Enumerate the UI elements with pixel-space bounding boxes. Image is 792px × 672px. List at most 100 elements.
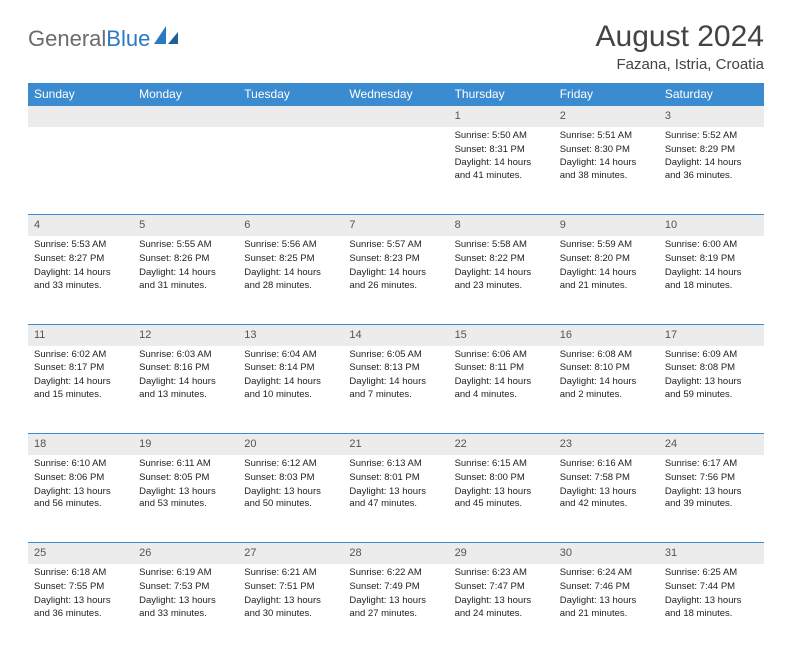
sunrise-text: Sunrise: 6:25 AM xyxy=(665,567,758,580)
sunrise-text: Sunrise: 6:00 AM xyxy=(665,239,758,252)
day-detail-cell: Sunrise: 5:50 AMSunset: 8:31 PMDaylight:… xyxy=(449,127,554,215)
daylight-text: Daylight: 13 hours and 47 minutes. xyxy=(349,486,442,512)
day-number-cell: 9 xyxy=(554,215,659,236)
location-label: Fazana, Istria, Croatia xyxy=(596,56,764,73)
daylight-text: Daylight: 13 hours and 21 minutes. xyxy=(560,595,653,621)
day-detail-cell: Sunrise: 6:02 AMSunset: 8:17 PMDaylight:… xyxy=(28,346,133,434)
sunset-text: Sunset: 8:20 PM xyxy=(560,253,653,266)
day-detail-row: Sunrise: 5:53 AMSunset: 8:27 PM Daylight:… xyxy=(28,236,764,324)
day-number-cell: 17 xyxy=(659,324,764,345)
day-detail-cell: Sunrise: 6:25 AMSunset: 7:44 PMDaylight:… xyxy=(659,564,764,652)
sunset-text: Sunset: 8:16 PM xyxy=(139,362,232,375)
day-detail-cell: Sunrise: 6:13 AMSunset: 8:01 PMDaylight:… xyxy=(343,455,448,543)
day-number-cell: 24 xyxy=(659,434,764,455)
daylight-text: Daylight: 13 hours and 59 minutes. xyxy=(665,376,758,402)
sunrise-text: Sunrise: 6:06 AM xyxy=(455,349,548,362)
day-detail-cell: Sunrise: 6:05 AMSunset: 8:13 PMDaylight:… xyxy=(343,346,448,434)
day-number-cell: 5 xyxy=(133,215,238,236)
daynum-row: 11121314151617 xyxy=(28,324,764,345)
day-detail-cell: Sunrise: 5:52 AMSunset: 8:29 PMDaylight:… xyxy=(659,127,764,215)
sunrise-text: Sunrise: 6:04 AM xyxy=(244,349,337,362)
day-number-cell: 21 xyxy=(343,434,448,455)
sunrise-text: Sunrise: 6:17 AM xyxy=(665,458,758,471)
day-detail-cell: Sunrise: 6:22 AMSunset: 7:49 PMDaylight:… xyxy=(343,564,448,652)
sunset-text: Sunset: 8:17 PM xyxy=(34,362,127,375)
sunset-text: Sunset: 8:11 PM xyxy=(455,362,548,375)
calendar-grid: Sunday Monday Tuesday Wednesday Thursday… xyxy=(28,83,764,652)
day-detail-cell: Sunrise: 5:59 AMSunset: 8:20 PMDaylight:… xyxy=(554,236,659,324)
day-number-cell xyxy=(28,106,133,127)
sunrise-text: Sunrise: 6:24 AM xyxy=(560,567,653,580)
sunrise-text: Sunrise: 5:53 AM xyxy=(34,239,127,252)
sunset-text: Sunset: 8:29 PM xyxy=(665,144,758,157)
day-detail-cell: Sunrise: 6:12 AMSunset: 8:03 PMDaylight:… xyxy=(238,455,343,543)
day-number-cell: 11 xyxy=(28,324,133,345)
weekday-header: Thursday xyxy=(449,83,554,106)
day-number-cell: 20 xyxy=(238,434,343,455)
day-detail-cell: Sunrise: 6:16 AMSunset: 7:58 PMDaylight:… xyxy=(554,455,659,543)
daylight-text: Daylight: 13 hours and 27 minutes. xyxy=(349,595,442,621)
day-detail-cell: Sunrise: 6:21 AMSunset: 7:51 PMDaylight:… xyxy=(238,564,343,652)
daylight-text: Daylight: 14 hours and 13 minutes. xyxy=(139,376,232,402)
sunset-text: Sunset: 8:08 PM xyxy=(665,362,758,375)
daylight-text: Daylight: 14 hours and 10 minutes. xyxy=(244,376,337,402)
calendar-body: 123Sunrise: 5:50 AMSunset: 8:31 PMDaylig… xyxy=(28,106,764,653)
daylight-text: Daylight: 14 hours and 28 minutes. xyxy=(244,267,337,293)
day-number-cell: 25 xyxy=(28,543,133,564)
month-title: August 2024 xyxy=(596,20,764,54)
day-number-cell: 28 xyxy=(343,543,448,564)
sunset-text: Sunset: 8:27 PM xyxy=(34,253,127,266)
sunset-text: Sunset: 8:01 PM xyxy=(349,472,442,485)
day-detail-cell: Sunrise: 6:15 AMSunset: 8:00 PMDaylight:… xyxy=(449,455,554,543)
sunrise-text: Sunrise: 5:52 AM xyxy=(665,130,758,143)
day-detail-cell xyxy=(343,127,448,215)
sunset-text: Sunset: 8:10 PM xyxy=(560,362,653,375)
day-detail-cell: Sunrise: 6:24 AMSunset: 7:46 PMDaylight:… xyxy=(554,564,659,652)
daylight-text: Daylight: 14 hours and 15 minutes. xyxy=(34,376,127,402)
day-detail-cell: Sunrise: 6:09 AMSunset: 8:08 PMDaylight:… xyxy=(659,346,764,434)
sunset-text: Sunset: 7:47 PM xyxy=(455,581,548,594)
day-detail-cell: Sunrise: 5:56 AMSunset: 8:25 PMDaylight:… xyxy=(238,236,343,324)
weekday-header: Friday xyxy=(554,83,659,106)
weekday-header: Monday xyxy=(133,83,238,106)
sunset-text: Sunset: 7:55 PM xyxy=(34,581,127,594)
sunrise-text: Sunrise: 6:22 AM xyxy=(349,567,442,580)
day-number-cell: 26 xyxy=(133,543,238,564)
daynum-row: 45678910 xyxy=(28,215,764,236)
daylight-text: Daylight: 14 hours and 41 minutes. xyxy=(455,157,548,183)
sunrise-text: Sunrise: 6:15 AM xyxy=(455,458,548,471)
daylight-text: Daylight: 13 hours and 33 minutes. xyxy=(139,595,232,621)
sunrise-text: Sunrise: 6:10 AM xyxy=(34,458,127,471)
sunset-text: Sunset: 8:06 PM xyxy=(34,472,127,485)
sunrise-text: Sunrise: 5:59 AM xyxy=(560,239,653,252)
day-detail-cell: Sunrise: 6:04 AMSunset: 8:14 PMDaylight:… xyxy=(238,346,343,434)
sunset-text: Sunset: 8:26 PM xyxy=(139,253,232,266)
sunrise-text: Sunrise: 6:18 AM xyxy=(34,567,127,580)
day-number-cell: 13 xyxy=(238,324,343,345)
daylight-text: Daylight: 13 hours and 50 minutes. xyxy=(244,486,337,512)
sunset-text: Sunset: 8:14 PM xyxy=(244,362,337,375)
daylight-text: Daylight: 13 hours and 45 minutes. xyxy=(455,486,548,512)
day-detail-cell xyxy=(238,127,343,215)
sunrise-text: Sunrise: 5:55 AM xyxy=(139,239,232,252)
day-number-cell: 2 xyxy=(554,106,659,127)
sunrise-text: Sunrise: 6:16 AM xyxy=(560,458,653,471)
daylight-text: Daylight: 13 hours and 53 minutes. xyxy=(139,486,232,512)
day-detail-cell: Sunrise: 5:51 AMSunset: 8:30 PMDaylight:… xyxy=(554,127,659,215)
day-number-cell: 3 xyxy=(659,106,764,127)
sunrise-text: Sunrise: 6:02 AM xyxy=(34,349,127,362)
sunrise-text: Sunrise: 6:09 AM xyxy=(665,349,758,362)
day-number-cell: 15 xyxy=(449,324,554,345)
sunrise-text: Sunrise: 6:08 AM xyxy=(560,349,653,362)
day-detail-cell xyxy=(133,127,238,215)
sunset-text: Sunset: 8:00 PM xyxy=(455,472,548,485)
sunrise-text: Sunrise: 6:11 AM xyxy=(139,458,232,471)
day-detail-cell: Sunrise: 6:18 AMSunset: 7:55 PMDaylight:… xyxy=(28,564,133,652)
daylight-text: Daylight: 13 hours and 18 minutes. xyxy=(665,595,758,621)
day-number-cell: 18 xyxy=(28,434,133,455)
day-number-cell: 19 xyxy=(133,434,238,455)
daylight-text: Daylight: 14 hours and 38 minutes. xyxy=(560,157,653,183)
daynum-row: 25262728293031 xyxy=(28,543,764,564)
sunrise-text: Sunrise: 5:57 AM xyxy=(349,239,442,252)
sunset-text: Sunset: 8:13 PM xyxy=(349,362,442,375)
